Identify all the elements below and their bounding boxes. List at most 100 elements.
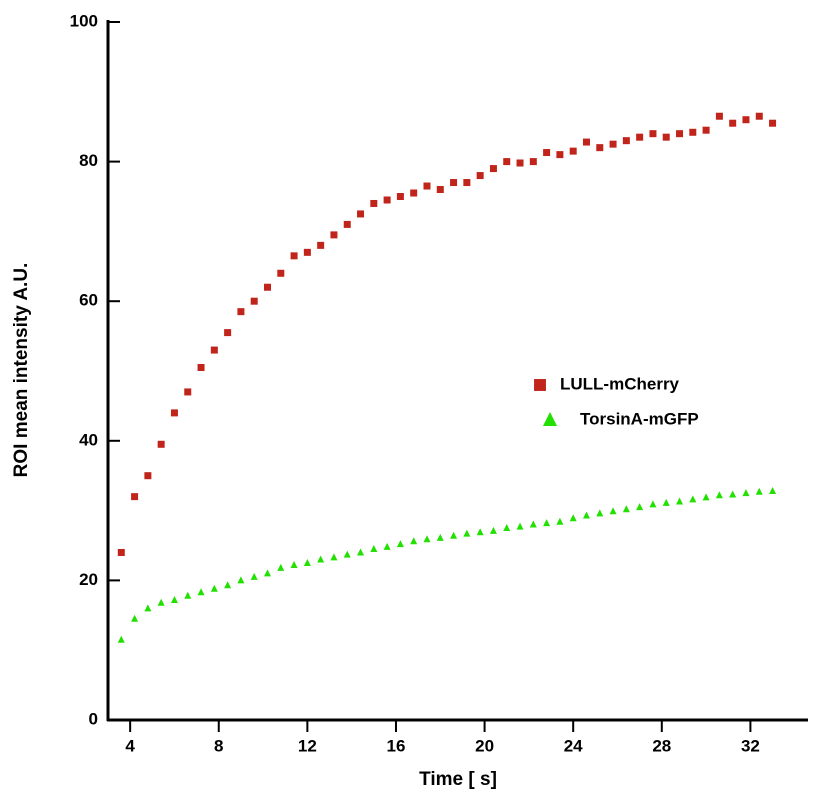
data-point bbox=[144, 472, 152, 480]
y-tick-label: 60 bbox=[79, 291, 98, 310]
data-point bbox=[582, 511, 590, 519]
data-point bbox=[263, 569, 271, 577]
data-point bbox=[396, 540, 404, 548]
data-point bbox=[676, 497, 684, 505]
data-point bbox=[489, 526, 497, 534]
y-tick-label: 0 bbox=[89, 709, 98, 728]
data-point bbox=[410, 189, 418, 197]
data-point bbox=[277, 563, 285, 571]
data-point bbox=[263, 283, 271, 291]
data-point bbox=[423, 535, 431, 543]
data-point bbox=[210, 346, 218, 354]
data-point bbox=[396, 193, 404, 200]
data-point bbox=[503, 524, 511, 532]
data-point bbox=[729, 490, 737, 498]
data-point bbox=[742, 489, 750, 497]
data-point bbox=[144, 604, 152, 612]
data-point bbox=[370, 199, 378, 207]
data-point bbox=[330, 231, 338, 239]
data-point bbox=[117, 635, 125, 643]
y-tick-label: 20 bbox=[79, 570, 98, 589]
data-point bbox=[516, 159, 524, 167]
data-point bbox=[463, 179, 471, 187]
data-point bbox=[290, 561, 298, 569]
legend-marker bbox=[534, 379, 546, 391]
data-point bbox=[755, 112, 763, 120]
data-point bbox=[769, 487, 777, 495]
x-tick-label: 12 bbox=[298, 736, 317, 755]
data-point bbox=[383, 196, 391, 204]
x-tick-label: 8 bbox=[214, 736, 223, 755]
data-point bbox=[184, 591, 192, 599]
data-point bbox=[529, 158, 537, 166]
y-tick-label: 40 bbox=[79, 430, 98, 449]
data-point bbox=[436, 186, 444, 194]
data-point bbox=[330, 553, 338, 561]
data-point bbox=[184, 388, 192, 396]
data-point bbox=[383, 542, 391, 550]
x-tick-label: 16 bbox=[387, 736, 406, 755]
data-point bbox=[702, 126, 710, 134]
data-point bbox=[197, 588, 205, 596]
data-point bbox=[357, 548, 365, 556]
data-point bbox=[543, 519, 551, 527]
data-point bbox=[596, 144, 604, 152]
data-point bbox=[582, 138, 590, 146]
data-point bbox=[423, 182, 431, 190]
y-axis-label: ROI mean intensity A.U. bbox=[11, 263, 32, 478]
data-point bbox=[609, 140, 617, 148]
x-tick-label: 32 bbox=[741, 736, 760, 755]
data-point bbox=[117, 548, 125, 556]
data-point bbox=[157, 598, 165, 606]
data-point bbox=[622, 137, 630, 145]
data-point bbox=[210, 584, 218, 592]
data-point bbox=[277, 269, 285, 277]
data-point bbox=[436, 533, 444, 541]
data-point bbox=[649, 500, 657, 508]
data-point bbox=[131, 614, 139, 622]
data-point bbox=[157, 440, 165, 448]
data-point bbox=[609, 507, 617, 515]
x-axis-label: Time [ s] bbox=[419, 769, 497, 790]
data-point bbox=[450, 531, 458, 539]
data-point bbox=[662, 133, 670, 141]
data-point bbox=[170, 595, 178, 603]
data-point bbox=[569, 147, 577, 155]
data-point bbox=[303, 558, 311, 566]
legend-label: LULL-mCherry bbox=[560, 374, 680, 393]
data-point bbox=[250, 297, 258, 305]
data-point bbox=[755, 487, 763, 495]
data-point bbox=[343, 220, 351, 228]
data-point bbox=[649, 130, 657, 138]
legend-label: TorsinA-mGFP bbox=[580, 409, 699, 428]
x-tick-label: 20 bbox=[475, 736, 494, 755]
data-point bbox=[769, 119, 777, 127]
y-tick-label: 100 bbox=[70, 11, 98, 30]
data-point bbox=[636, 133, 644, 141]
data-point bbox=[317, 555, 325, 563]
data-point bbox=[131, 493, 139, 501]
data-point bbox=[543, 149, 551, 157]
data-point bbox=[357, 210, 365, 218]
data-point bbox=[689, 128, 697, 136]
data-point bbox=[702, 493, 710, 501]
data-point bbox=[197, 364, 205, 372]
data-point bbox=[662, 498, 670, 506]
data-point bbox=[676, 130, 684, 138]
data-point bbox=[343, 550, 351, 558]
data-point bbox=[622, 505, 630, 513]
data-point bbox=[503, 158, 511, 166]
data-point bbox=[317, 241, 325, 249]
x-tick-label: 24 bbox=[564, 736, 583, 755]
data-point bbox=[556, 151, 564, 159]
data-point bbox=[237, 576, 245, 584]
data-point bbox=[742, 116, 750, 124]
data-point bbox=[476, 172, 484, 180]
data-point bbox=[689, 495, 697, 503]
data-point bbox=[489, 165, 497, 173]
data-point bbox=[636, 503, 644, 511]
y-tick-label: 80 bbox=[79, 151, 98, 170]
data-point bbox=[170, 409, 178, 417]
data-point bbox=[303, 248, 311, 256]
